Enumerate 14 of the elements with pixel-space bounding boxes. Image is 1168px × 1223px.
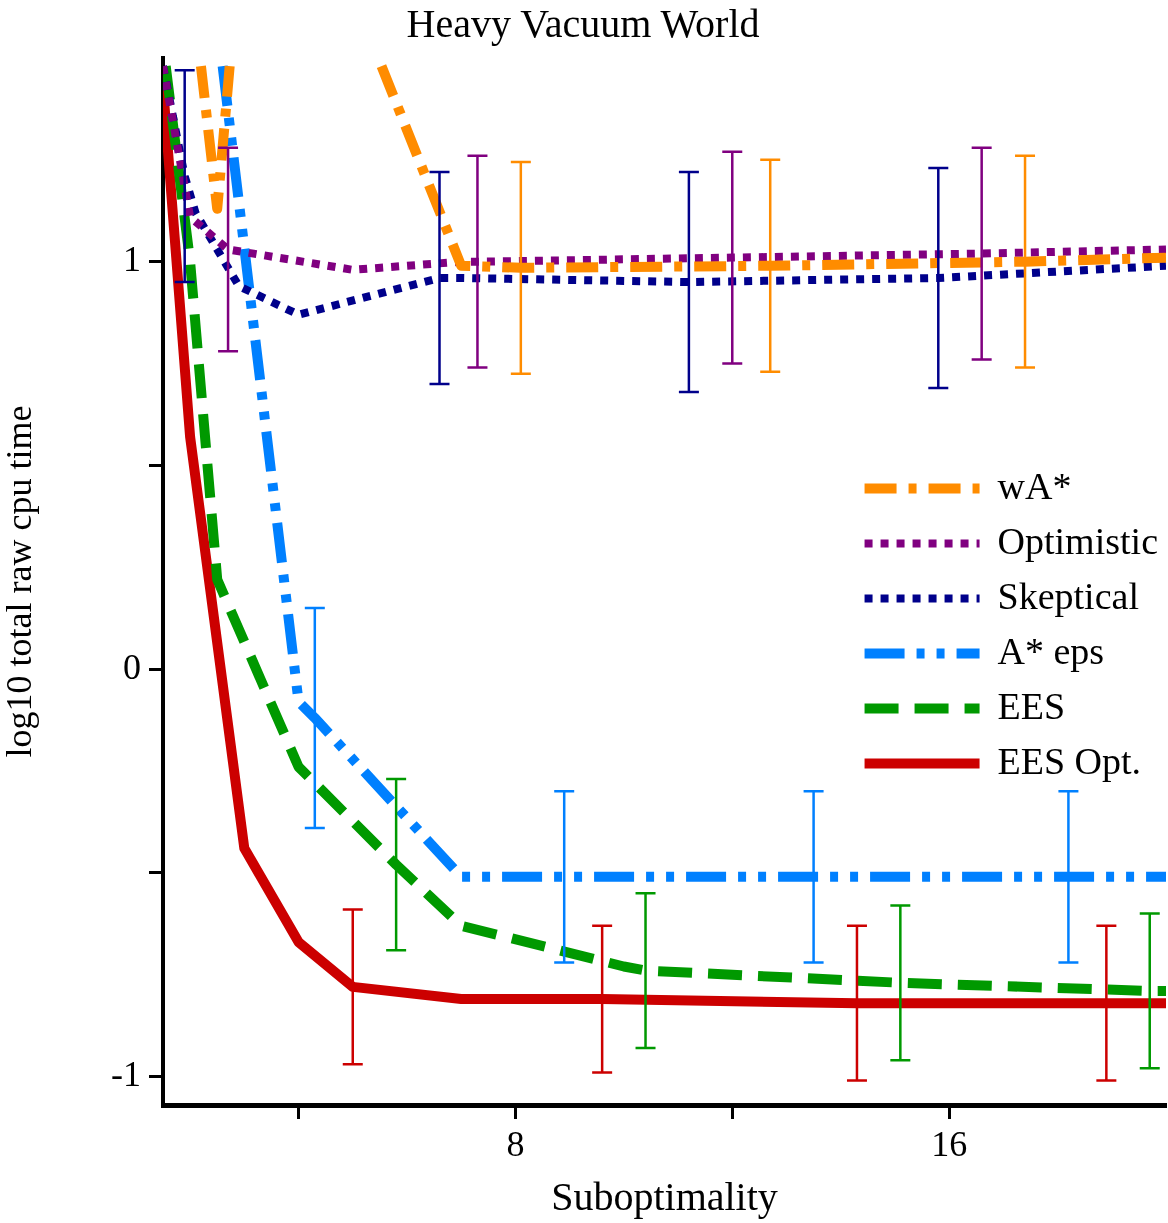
legend-label: Optimistic — [997, 519, 1159, 562]
x-axis-title: Suboptimality — [551, 1173, 778, 1219]
y-tick-label: 0 — [123, 646, 141, 687]
legend-label: EES Opt. — [997, 739, 1142, 782]
legend-label: A* eps — [997, 629, 1105, 672]
y-tick-label: 1 — [123, 239, 141, 280]
y-axis-title: log10 total raw cpu time — [0, 405, 40, 758]
legend-label: Skeptical — [997, 574, 1139, 617]
x-tick-label: 8 — [506, 1124, 525, 1165]
legend-label: wA* — [997, 464, 1072, 507]
legend-label: EES — [997, 684, 1066, 727]
y-tick-label: -1 — [111, 1053, 141, 1094]
chart-title: Heavy Vacuum World — [406, 0, 760, 46]
x-tick-label: 16 — [931, 1124, 968, 1165]
